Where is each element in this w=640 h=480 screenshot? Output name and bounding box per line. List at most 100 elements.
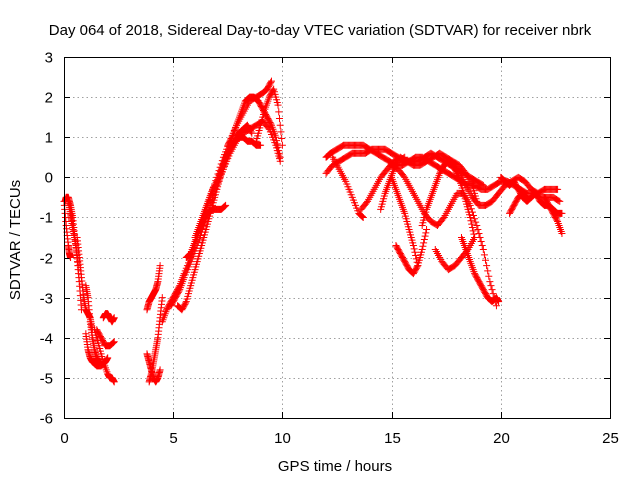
data-point xyxy=(468,220,476,228)
data-point xyxy=(483,262,491,270)
y-tick-label: -6 xyxy=(40,411,53,428)
y-tick-label: -2 xyxy=(40,251,53,268)
x-tick-label: 5 xyxy=(169,430,177,447)
y-tick-label: 1 xyxy=(45,130,53,147)
data-point xyxy=(420,236,428,244)
plot-frame xyxy=(64,57,611,419)
data-point xyxy=(278,135,286,143)
x-tick-label: 10 xyxy=(274,430,291,447)
data-point xyxy=(466,213,474,221)
data-point xyxy=(110,338,118,346)
data-point xyxy=(489,290,497,298)
y-tick-labels: -6 -5 -4 -3 -2 -1 0 1 2 3 xyxy=(40,50,53,428)
data-point xyxy=(413,263,421,271)
data-point xyxy=(156,262,164,270)
data-points xyxy=(60,77,566,386)
data-point xyxy=(400,154,408,162)
data-point xyxy=(358,212,366,220)
data-point xyxy=(359,213,367,221)
y-tick-label: 2 xyxy=(45,90,53,107)
data-point xyxy=(175,287,183,295)
series-track-23 xyxy=(357,149,481,213)
data-point xyxy=(274,101,282,109)
data-point xyxy=(556,197,564,205)
data-point xyxy=(485,272,493,280)
data-point xyxy=(484,267,492,275)
x-tick-label: 15 xyxy=(384,430,401,447)
y-axis-label: SDTVAR / TECUs xyxy=(7,180,24,300)
data-point xyxy=(278,141,286,149)
data-point xyxy=(553,216,561,224)
x-tick-label: 0 xyxy=(60,430,68,447)
data-point xyxy=(158,294,166,302)
data-point xyxy=(472,218,480,226)
data-point xyxy=(104,354,112,362)
data-point xyxy=(274,143,282,151)
data-point xyxy=(257,141,265,149)
data-point xyxy=(212,179,220,187)
data-point xyxy=(277,128,285,136)
series-track-11 xyxy=(143,262,164,314)
data-point xyxy=(467,217,475,225)
series-track-19 xyxy=(252,85,286,149)
series-track-34 xyxy=(540,193,566,237)
data-point xyxy=(488,286,496,294)
series-track-08 xyxy=(99,310,118,326)
data-point xyxy=(267,77,275,85)
data-point xyxy=(555,197,563,205)
data-point xyxy=(480,251,488,259)
series-track-31 xyxy=(457,234,503,306)
data-point xyxy=(276,153,284,161)
data-point xyxy=(523,193,531,201)
data-point xyxy=(247,128,255,136)
series-track-18 xyxy=(224,93,284,161)
data-point xyxy=(275,147,283,155)
data-point xyxy=(477,238,485,246)
data-point xyxy=(275,115,283,123)
data-point xyxy=(248,129,256,137)
chart-title: Day 064 of 2018, Sidereal Day-to-day VTE… xyxy=(49,22,592,39)
data-point xyxy=(412,255,420,263)
data-point xyxy=(267,120,275,128)
series-track-33 xyxy=(506,189,531,217)
series-track-27 xyxy=(392,225,431,278)
series-track-22 xyxy=(329,153,367,221)
data-point xyxy=(419,242,427,250)
y-tick-label: 3 xyxy=(45,50,53,67)
y-tick-label: -3 xyxy=(40,291,53,308)
x-tick-label: 20 xyxy=(493,430,510,447)
series-track-12 xyxy=(145,294,166,386)
data-point xyxy=(466,201,474,209)
data-point xyxy=(227,135,235,143)
x-tick-label: 25 xyxy=(602,430,619,447)
data-point xyxy=(222,201,230,209)
data-point xyxy=(478,242,486,250)
data-point xyxy=(421,232,429,240)
data-point xyxy=(267,78,275,86)
data-point xyxy=(420,239,428,247)
series-track-26 xyxy=(388,161,500,310)
x-tick-labels: 0 5 10 15 20 25 xyxy=(60,430,619,447)
data-point xyxy=(273,137,281,145)
data-point xyxy=(182,299,190,307)
data-point xyxy=(109,339,117,347)
data-point xyxy=(558,209,566,217)
data-point xyxy=(474,225,482,233)
data-point xyxy=(469,227,477,235)
data-point xyxy=(221,202,229,210)
data-point xyxy=(473,221,481,229)
data-point xyxy=(486,278,494,286)
data-point xyxy=(471,234,479,241)
data-point xyxy=(471,215,479,223)
data-point xyxy=(558,229,566,237)
y-tick-label: -5 xyxy=(40,371,53,388)
data-point xyxy=(110,314,118,322)
data-point xyxy=(156,366,164,374)
data-point xyxy=(275,108,283,116)
data-point xyxy=(272,133,280,141)
y-tick-label: -4 xyxy=(40,331,53,348)
data-point xyxy=(487,282,495,290)
data-point xyxy=(269,86,277,94)
